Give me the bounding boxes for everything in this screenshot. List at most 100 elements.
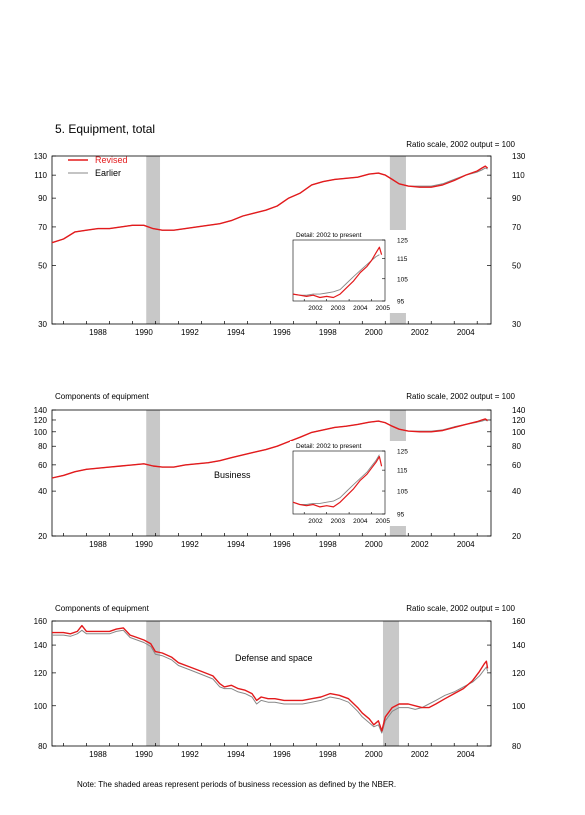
y-tick-label-left: 50 (38, 261, 47, 270)
y-tick-label-right: 120 (512, 416, 526, 425)
inset-series-line-earlier (292, 454, 380, 505)
scale-note: Ratio scale, 2002 output = 100 (406, 392, 515, 401)
y-tick-label-left: 80 (38, 442, 47, 451)
x-tick-label: 2002 (411, 540, 429, 549)
chart-panel-defense-and-space: Components of equipment Ratio scale, 2002… (34, 604, 526, 759)
x-tick-label: 1990 (135, 328, 153, 337)
scale-note: Ratio scale, 2002 output = 100 (406, 140, 515, 149)
y-tick-label-left: 130 (34, 152, 48, 161)
legend-label-revised: Revised (95, 155, 128, 165)
x-tick-label: 1994 (227, 540, 245, 549)
y-tick-label-right: 100 (512, 428, 526, 437)
y-tick-label-left: 40 (38, 487, 47, 496)
y-tick-label-right: 20 (512, 532, 521, 541)
y-tick-label-right: 40 (512, 487, 521, 496)
y-tick-label-right: 70 (512, 223, 521, 232)
x-tick-label: 1988 (89, 750, 107, 759)
inset-x-tick-label: 2005 (376, 518, 391, 525)
x-tick-label: 1996 (273, 750, 291, 759)
inset-y-tick-label: 105 (397, 276, 408, 283)
x-tick-label: 1994 (227, 328, 245, 337)
x-tick-label: 1988 (89, 540, 107, 549)
inset-y-tick-label: 95 (397, 512, 405, 519)
inset-title: Detail: 2002 to present (296, 443, 362, 450)
inset-series-line-revised (292, 246, 383, 299)
x-tick-label: 2000 (365, 750, 383, 759)
recession-band (146, 410, 161, 536)
y-tick-label-left: 160 (34, 617, 48, 626)
inset-series-line-revised (292, 456, 383, 508)
inset-x-tick-label: 2003 (331, 518, 346, 525)
y-tick-label-right: 50 (512, 261, 521, 270)
inset-y-tick-label: 95 (397, 299, 405, 306)
inset-y-tick-label: 115 (397, 256, 408, 263)
y-tick-label-right: 60 (512, 461, 521, 470)
inset-x-tick-label: 2002 (308, 518, 323, 525)
x-tick-label: 1992 (181, 750, 199, 759)
y-tick-label-right: 80 (512, 742, 521, 751)
x-tick-label: 2004 (457, 750, 475, 759)
y-tick-label-right: 30 (512, 320, 521, 329)
x-tick-label: 1996 (273, 328, 291, 337)
y-tick-label-left: 120 (34, 416, 48, 425)
recession-band (382, 621, 400, 746)
chart-panel-equipment-total: Ratio scale, 2002 output = 100 30 30 50 50 70… (34, 140, 526, 337)
y-tick-label-right: 130 (512, 152, 526, 161)
x-tick-label: 2000 (365, 540, 383, 549)
y-tick-label-left: 20 (38, 532, 47, 541)
legend-label-earlier: Earlier (95, 168, 121, 178)
scale-note: Ratio scale, 2002 output = 100 (406, 604, 515, 613)
footnote: Note: The shaded areas represent periods… (77, 780, 396, 789)
inset-y-tick-label: 115 (397, 468, 408, 475)
series-line-earlier (52, 629, 489, 734)
series-line-revised (52, 624, 489, 732)
chart-panel-business: Components of equipment Ratio scale, 2002… (34, 392, 526, 549)
x-tick-label: 1992 (181, 328, 199, 337)
panel-title: Components of equipment (55, 392, 150, 401)
inset-background (290, 441, 410, 526)
inset-y-tick-label: 125 (397, 449, 408, 456)
inset-frame (292, 239, 386, 302)
y-tick-label-right: 100 (512, 702, 526, 711)
x-tick-label: 1998 (319, 540, 337, 549)
inset-frame (292, 450, 386, 515)
x-tick-label: 1998 (319, 328, 337, 337)
inset-x-tick-label: 2004 (353, 518, 368, 525)
inset-x-tick-label: 2004 (353, 305, 368, 312)
inset-y-tick-label: 125 (397, 238, 408, 245)
plot-frame (51, 155, 492, 325)
x-tick-label: 1996 (273, 540, 291, 549)
series-line-revised (51, 165, 489, 244)
inset-x-tick-label: 2002 (308, 305, 323, 312)
y-tick-label-left: 100 (34, 428, 48, 437)
inset-y-tick-label: 105 (397, 489, 408, 496)
series-line-revised (51, 418, 488, 479)
y-tick-label-left: 120 (34, 669, 48, 678)
y-tick-label-right: 140 (512, 641, 526, 650)
y-tick-label-left: 60 (38, 461, 47, 470)
y-tick-label-right: 120 (512, 669, 526, 678)
x-tick-label: 1994 (227, 750, 245, 759)
panel-title: Components of equipment (55, 604, 150, 613)
recession-band (146, 621, 161, 746)
inset-x-tick-label: 2005 (376, 305, 391, 312)
x-tick-label: 2004 (457, 540, 475, 549)
inset-title: Detail: 2002 to present (296, 232, 362, 239)
x-tick-label: 2002 (411, 328, 429, 337)
figure-title: 5. Equipment, total (55, 122, 155, 136)
y-tick-label-left: 140 (34, 406, 48, 415)
x-tick-label: 2002 (411, 750, 429, 759)
x-tick-label: 1990 (135, 750, 153, 759)
recession-band (146, 156, 161, 324)
x-tick-label: 1998 (319, 750, 337, 759)
y-tick-label-left: 90 (38, 194, 47, 203)
y-tick-label-left: 30 (38, 320, 47, 329)
y-tick-label-right: 160 (512, 617, 526, 626)
plot-frame (51, 409, 492, 537)
y-tick-label-left: 140 (34, 641, 48, 650)
y-tick-label-left: 80 (38, 742, 47, 751)
inset-x-tick-label: 2003 (331, 305, 346, 312)
y-tick-label-right: 140 (512, 406, 526, 415)
y-tick-label-right: 90 (512, 194, 521, 203)
